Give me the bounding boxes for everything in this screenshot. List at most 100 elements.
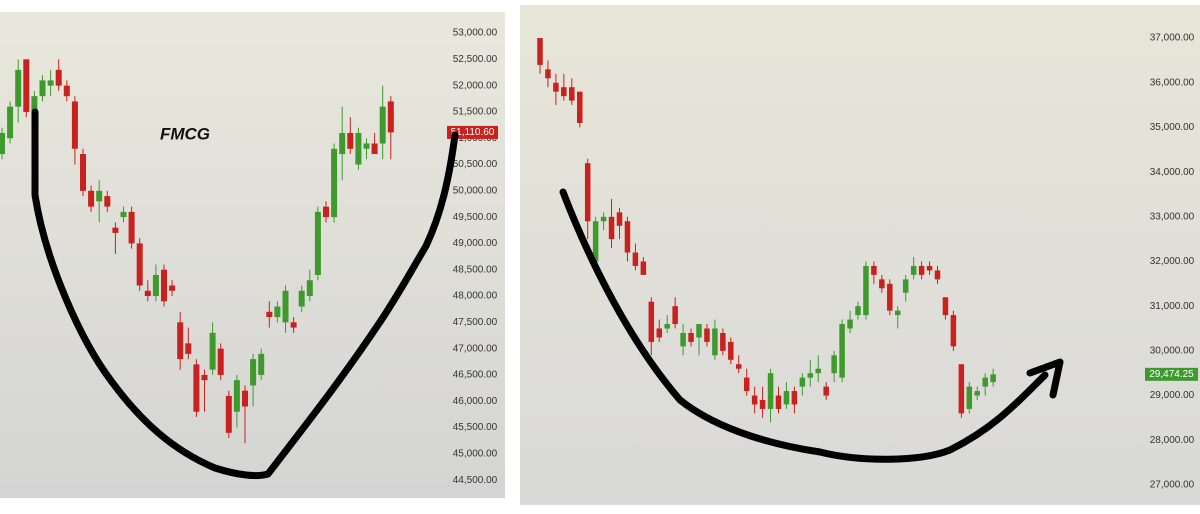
candle-body: [15, 69, 22, 107]
candle-body: [696, 324, 702, 338]
y-tick-label: 27,000.00: [1150, 480, 1195, 491]
y-tick-label: 49,500.00: [453, 212, 498, 223]
candle-body: [258, 353, 265, 375]
drawn-curve: [31, 108, 459, 480]
candle-body: [128, 211, 135, 244]
y-tick-label: 30,000.00: [1150, 345, 1195, 356]
candle-body: [250, 359, 257, 386]
candle-body: [942, 297, 949, 316]
y-tick-label: 52,000.00: [453, 80, 498, 91]
candle-body: [895, 310, 901, 316]
candle-body: [966, 386, 973, 409]
candle-body: [96, 190, 103, 202]
candle-body: [161, 269, 167, 302]
candle-body: [545, 69, 551, 79]
candle-body: [855, 306, 861, 316]
candle-body: [688, 332, 694, 342]
last-price-box: [1145, 367, 1198, 381]
candle-body: [290, 322, 297, 328]
candle-body: [736, 364, 742, 369]
candle-body: [624, 221, 631, 253]
candle-body: [616, 212, 623, 226]
candle-body: [233, 380, 240, 412]
candle-body: [974, 391, 980, 396]
candle-body: [331, 148, 338, 218]
candle-body: [871, 265, 877, 275]
candle-body: [767, 373, 774, 409]
candle-body: [577, 91, 583, 123]
candle-body: [656, 328, 662, 338]
y-tick-label: 52,500.00: [453, 54, 498, 65]
candle-body: [823, 386, 829, 396]
y-tick-label: 50,000.00: [453, 185, 498, 196]
candle-body: [55, 69, 62, 86]
candle-body: [88, 190, 95, 207]
candle-body: [902, 279, 909, 293]
arrow-head: [1026, 358, 1064, 399]
candle-body: [177, 322, 184, 360]
candle-body: [225, 395, 232, 433]
candle-body: [266, 311, 273, 318]
candle-body: [537, 38, 543, 65]
y-tick-label: 32,000.00: [1150, 256, 1195, 267]
candle-body: [672, 306, 678, 325]
candle-body: [918, 265, 925, 275]
y-tick-label: 48,500.00: [453, 264, 498, 275]
candle-body: [201, 374, 208, 381]
candle-body: [363, 143, 370, 149]
y-tick-label: 33,000.00: [1150, 211, 1195, 222]
candle-body: [274, 306, 281, 318]
candle-body: [282, 290, 289, 323]
candle-body: [783, 391, 790, 405]
candle-body: [910, 265, 917, 275]
candle-body: [608, 216, 615, 240]
candle-body: [323, 206, 329, 218]
drawn-curve: [559, 188, 1049, 463]
candle-body: [934, 270, 941, 280]
candle-body: [958, 364, 965, 414]
candle-body: [209, 332, 216, 370]
candle-body: [193, 364, 200, 412]
candle-body: [169, 285, 176, 291]
candle-body: [807, 373, 814, 378]
candle-body: [355, 132, 362, 165]
candle-body: [561, 87, 567, 97]
last-price-label: 29,474.25: [1149, 369, 1194, 380]
candle-body: [759, 399, 766, 409]
candle-body: [791, 391, 798, 405]
candle-body: [839, 324, 845, 378]
candle-body: [815, 368, 821, 374]
y-tick-label: 46,000.00: [453, 396, 498, 407]
candle-body: [120, 211, 127, 218]
candle-body: [7, 106, 14, 139]
candle-body: [298, 290, 305, 307]
candle-body: [339, 132, 346, 155]
candle-body: [879, 279, 885, 289]
candle-body: [799, 377, 806, 387]
plot-layer: 53,000.0052,500.0052,000.0051,500.0051,0…: [0, 28, 1198, 491]
panel-right: [520, 5, 1200, 505]
y-tick-label: 37,000.00: [1150, 33, 1195, 44]
y-tick-label: 31,000.00: [1150, 301, 1195, 312]
candle-body: [847, 319, 853, 329]
candle-body: [743, 377, 750, 392]
candle-body: [144, 290, 151, 297]
candle-body: [314, 211, 321, 275]
candle-body: [950, 315, 957, 347]
y-tick-label: 47,000.00: [453, 343, 498, 354]
candle-body: [720, 332, 726, 351]
y-tick-label: 50,500.00: [453, 159, 498, 170]
candle-body: [680, 332, 686, 347]
candle-body: [632, 252, 639, 266]
candle-body: [47, 80, 54, 86]
candle-body: [751, 395, 758, 405]
y-tick-label: 46,500.00: [453, 370, 498, 381]
y-tick-label: 48,000.00: [453, 291, 498, 302]
y-tick-label: 44,500.00: [453, 475, 498, 486]
candle-body: [306, 280, 313, 297]
candle-body: [728, 341, 734, 360]
candle-body: [831, 355, 837, 374]
candle-body: [371, 143, 378, 155]
candle-body: [863, 265, 869, 316]
candle-body: [584, 163, 591, 222]
